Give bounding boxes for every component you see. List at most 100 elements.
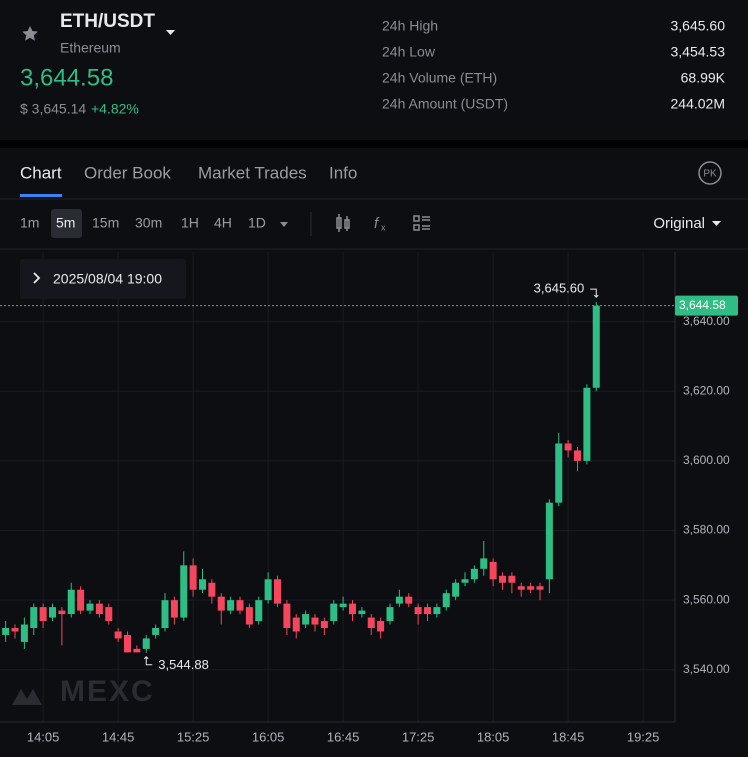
stats: 24h High 3,645.60 24h Low 3,454.53 24h Volum… <box>382 18 726 112</box>
stat-label: 24h Amount (USDT) <box>382 96 508 112</box>
candle-body <box>470 568 478 580</box>
candle-body <box>536 586 544 590</box>
candle-body <box>405 596 413 604</box>
candle-body <box>86 603 94 611</box>
candle-body <box>442 593 450 608</box>
date-label: 2025/08/04 19:00 <box>53 271 162 287</box>
candle-body <box>124 634 131 653</box>
candle-body <box>545 502 553 580</box>
candle-body <box>320 621 328 628</box>
settings-icon[interactable] <box>413 215 430 231</box>
candle-body <box>339 603 347 608</box>
candle-body <box>452 582 460 597</box>
y-tick-label: 3,600.00 <box>683 453 730 467</box>
x-tick-label: 14:05 <box>27 729 60 744</box>
candle-body <box>574 450 581 461</box>
candle-body <box>236 600 244 611</box>
candle-body <box>142 638 150 649</box>
indicator-icon-x[interactable]: x <box>381 222 386 232</box>
x-tick-label: 17:25 <box>402 729 435 744</box>
chart-type-icon[interactable] <box>336 214 350 232</box>
candle-body <box>227 600 235 611</box>
price-mode[interactable]: Original <box>653 215 705 232</box>
expand-arrow[interactable] <box>33 272 41 284</box>
indicator-icon[interactable]: f <box>374 215 380 232</box>
candle-body <box>583 387 591 461</box>
candle-body <box>564 443 572 451</box>
stat-value: 244.02M <box>671 96 725 112</box>
candle-body <box>245 607 253 625</box>
symbol-caret[interactable] <box>166 30 175 35</box>
interval-caret[interactable] <box>280 222 288 227</box>
candle-body <box>424 607 431 615</box>
badge-circle[interactable] <box>698 161 722 185</box>
candle-body <box>592 305 600 388</box>
price-mode-caret[interactable] <box>712 221 721 226</box>
y-tick-label: 3,640.00 <box>683 314 730 328</box>
candle-body <box>414 607 422 615</box>
interval[interactable]: 15m <box>92 215 119 231</box>
candle-body <box>189 565 197 590</box>
candle-body <box>20 624 28 642</box>
badge[interactable]: PK <box>703 169 717 180</box>
candle-body <box>311 617 319 625</box>
interval[interactable]: 30m <box>135 215 162 231</box>
date-box[interactable] <box>20 259 186 299</box>
candle-body <box>30 607 38 628</box>
favorite-star[interactable] <box>22 26 38 41</box>
candle-body <box>499 575 506 583</box>
candle-body <box>489 561 497 580</box>
intervals: 1m 5m 15m 30m 1H 4H 1D <box>20 215 266 231</box>
candle-body <box>461 579 469 583</box>
candle-body <box>386 607 394 622</box>
candle-body <box>517 586 525 590</box>
interval[interactable]: 5m <box>56 215 75 231</box>
watermark: MEXC <box>60 675 155 708</box>
price-change: +4.82% <box>91 101 139 117</box>
candle-body <box>2 628 10 635</box>
candle-body <box>11 628 19 632</box>
symbol[interactable]: ETH/USDT <box>60 11 155 32</box>
candle-body <box>39 607 47 622</box>
x-tick-label: 14:45 <box>102 729 135 744</box>
tab[interactable]: Info <box>329 163 357 182</box>
candle-body <box>302 614 310 625</box>
stat-value: 3,454.53 <box>671 44 726 60</box>
stat-value: 68.99K <box>681 70 726 86</box>
interval-selected <box>51 209 82 238</box>
high-arrow <box>590 288 599 298</box>
candle-body <box>358 610 366 615</box>
y-tick-label: 3,620.00 <box>683 383 730 397</box>
tab[interactable]: Order Book <box>84 163 171 182</box>
tabs: Chart Order Book Market Trades Info <box>20 163 357 182</box>
candle-body <box>170 600 178 618</box>
usd-price: $ 3,645.14 <box>20 101 86 117</box>
candle-body <box>105 607 113 622</box>
candle-body <box>217 596 225 611</box>
tab[interactable]: Chart <box>20 163 62 182</box>
interval[interactable]: 4H <box>214 215 232 231</box>
candle-body <box>433 607 441 615</box>
last-price-tag <box>675 295 738 316</box>
candle-body <box>49 607 56 618</box>
candle-body <box>133 648 141 653</box>
candle-body <box>255 600 263 622</box>
watermark-logo <box>12 689 42 705</box>
interval[interactable]: 1H <box>181 215 199 231</box>
y-tick-label: 3,560.00 <box>683 592 730 606</box>
tab[interactable]: Market Trades <box>198 163 307 182</box>
interval[interactable]: 1D <box>248 215 266 231</box>
candle-body <box>480 558 488 569</box>
candle-body <box>508 575 516 583</box>
x-tick-label: 16:05 <box>252 729 285 744</box>
last-price: 3,644.58 <box>20 64 113 91</box>
interval[interactable]: 1m <box>20 215 39 231</box>
candle-body <box>264 579 272 601</box>
coin-name: Ethereum <box>60 40 121 56</box>
y-tick-label: 3,580.00 <box>683 523 730 537</box>
stat-label: 24h Low <box>382 44 436 60</box>
candle-body <box>114 631 122 639</box>
candle-body <box>95 603 103 615</box>
x-tick-label: 16:45 <box>327 729 360 744</box>
